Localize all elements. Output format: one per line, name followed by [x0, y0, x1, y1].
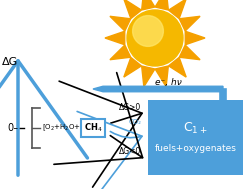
Polygon shape — [124, 0, 141, 19]
Circle shape — [133, 16, 163, 46]
Text: [O$_2$+H$_2$O+CO$_2$]+: [O$_2$+H$_2$O+CO$_2$]+ — [42, 123, 103, 133]
Polygon shape — [169, 57, 186, 77]
Polygon shape — [155, 66, 168, 87]
Polygon shape — [142, 66, 155, 87]
Polygon shape — [179, 16, 200, 31]
Polygon shape — [124, 57, 141, 77]
Polygon shape — [185, 31, 205, 45]
Text: fuels+oxygenates: fuels+oxygenates — [155, 144, 237, 153]
Text: e⁻, hν: e⁻, hν — [155, 78, 181, 88]
Polygon shape — [179, 45, 200, 60]
FancyArrow shape — [93, 86, 223, 92]
Text: CO₂: CO₂ — [128, 119, 141, 125]
Polygon shape — [110, 45, 131, 60]
Text: ΔG<0: ΔG<0 — [119, 147, 141, 156]
Text: C$_{1+}$: C$_{1+}$ — [183, 121, 208, 136]
Polygon shape — [169, 0, 186, 19]
Text: ΔG>0: ΔG>0 — [119, 104, 141, 112]
FancyBboxPatch shape — [81, 119, 105, 137]
Circle shape — [127, 10, 183, 66]
Text: ΔG: ΔG — [2, 57, 18, 67]
Polygon shape — [155, 0, 168, 10]
Polygon shape — [110, 16, 131, 31]
Text: 0–: 0– — [7, 123, 18, 133]
FancyBboxPatch shape — [148, 100, 243, 175]
Polygon shape — [142, 0, 155, 10]
Text: CH$_4$: CH$_4$ — [84, 122, 102, 134]
Polygon shape — [105, 31, 125, 45]
